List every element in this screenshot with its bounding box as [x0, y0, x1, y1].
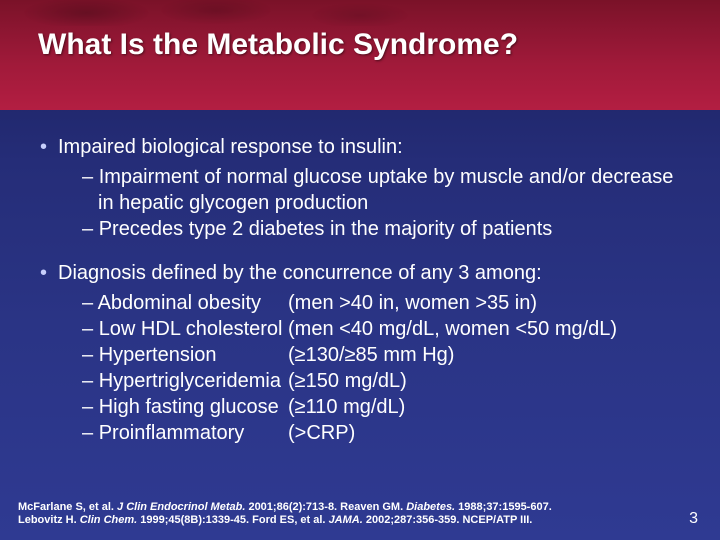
bullet-1-sub-1: Impairment of normal glucose uptake by m…: [82, 164, 682, 216]
page-number: 3: [689, 510, 698, 528]
cite-detail: 1999;45(8B):1339-45. Ford ES, et al.: [137, 514, 328, 526]
cite-author: McFarlane S, et al.: [18, 501, 117, 513]
criteria-value: (≥130/≥85 mm Hg): [288, 342, 682, 368]
criteria-label: High fasting glucose: [82, 394, 288, 420]
cite-journal: Clin Chem.: [80, 514, 137, 526]
cite-detail: 2001;86(2):713-8. Reaven GM.: [245, 501, 406, 513]
cite-journal: J Clin Endocrinol Metab.: [117, 501, 245, 513]
citation-line-1: McFarlane S, et al. J Clin Endocrinol Me…: [18, 501, 660, 515]
criteria-label: Hypertriglyceridemia: [82, 368, 288, 394]
criteria-value: (≥110 mg/dL): [288, 394, 682, 420]
cite-detail: 1988;37:1595-607.: [455, 501, 552, 513]
criteria-label: Low HDL cholesterol: [82, 316, 288, 342]
citations: McFarlane S, et al. J Clin Endocrinol Me…: [18, 501, 660, 529]
criteria-row: Hypertriglyceridemia (≥150 mg/dL): [82, 368, 682, 394]
criteria-row: Hypertension (≥130/≥85 mm Hg): [82, 342, 682, 368]
criteria-value: (men >40 in, women >35 in): [288, 290, 682, 316]
criteria-row: Low HDL cholesterol (men <40 mg/dL, wome…: [82, 316, 682, 342]
cite-journal: Diabetes.: [406, 501, 455, 513]
bullet-1: Impaired biological response to insulin:: [58, 134, 682, 160]
criteria-value: (men <40 mg/dL, women <50 mg/dL): [288, 316, 682, 342]
criteria-value: (≥150 mg/dL): [288, 368, 682, 394]
slide-title: What Is the Metabolic Syndrome?: [38, 28, 682, 62]
slide-body: Impaired biological response to insulin:…: [0, 110, 720, 446]
cite-detail: 2002;287:356-359. NCEP/ATP III.: [363, 514, 533, 526]
cite-author: Lebovitz H.: [18, 514, 80, 526]
criteria-label: Proinflammatory: [82, 420, 288, 446]
citation-line-2: Lebovitz H. Clin Chem. 1999;45(8B):1339-…: [18, 514, 660, 528]
title-band: What Is the Metabolic Syndrome?: [0, 0, 720, 110]
criteria-label: Abdominal obesity: [82, 290, 288, 316]
cite-journal: JAMA.: [329, 514, 363, 526]
criteria-label: Hypertension: [82, 342, 288, 368]
criteria-value: (>CRP): [288, 420, 682, 446]
bullet-2: Diagnosis defined by the concurrence of …: [58, 260, 682, 286]
bullet-1-sub-2: Precedes type 2 diabetes in the majority…: [82, 216, 682, 242]
criteria-row: High fasting glucose (≥110 mg/dL): [82, 394, 682, 420]
criteria-row: Abdominal obesity (men >40 in, women >35…: [82, 290, 682, 316]
criteria-row: Proinflammatory (>CRP): [82, 420, 682, 446]
